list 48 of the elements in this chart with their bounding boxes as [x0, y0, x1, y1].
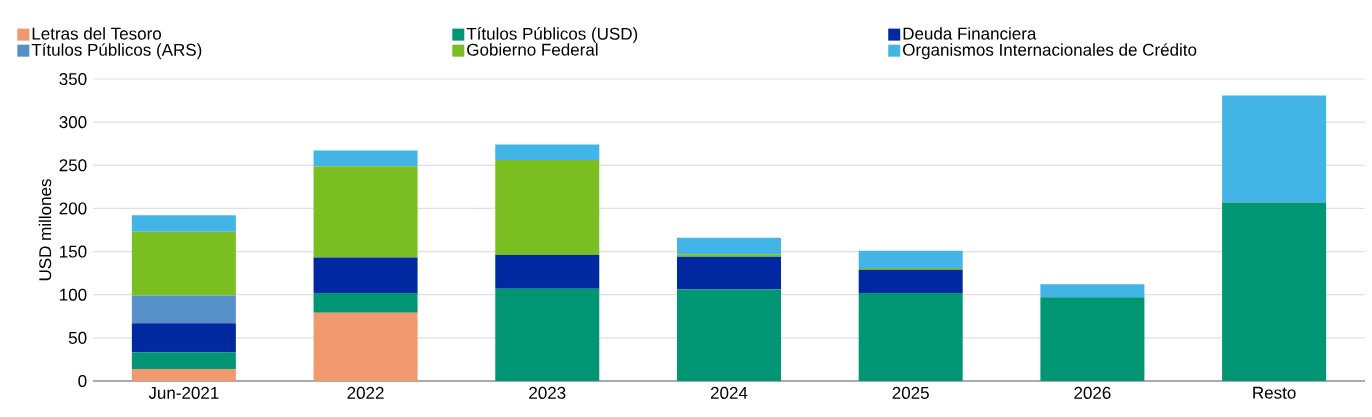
x-tick-label: 2026: [1074, 386, 1111, 399]
bar: [313, 312, 418, 381]
y-tick-label: 300: [59, 116, 87, 129]
bar: [495, 288, 600, 381]
x-tick-label: Resto: [1253, 386, 1296, 399]
bar: [131, 295, 236, 324]
bar: [1040, 297, 1145, 381]
y-axis-title: USD millones: [38, 179, 52, 281]
x-tick-label: 2024: [710, 386, 748, 399]
y-tick-label: 0: [78, 374, 87, 388]
bar: [495, 255, 600, 289]
bar: [313, 150, 418, 167]
y-tick-label: 350: [59, 72, 87, 86]
bar: [858, 250, 963, 268]
bar: [676, 254, 781, 257]
bar: [313, 257, 418, 293]
y-tick-label: 150: [60, 245, 87, 258]
bar: [131, 352, 236, 369]
bar: [676, 256, 781, 290]
bar: [495, 144, 600, 161]
y-tick-label: 100: [60, 288, 87, 301]
bar: [1222, 95, 1327, 203]
bar: [313, 292, 418, 313]
bar: [676, 237, 781, 255]
bar: [131, 231, 236, 296]
bar: [858, 269, 963, 293]
bar: [495, 160, 600, 256]
y-tick-label: 50: [68, 331, 87, 344]
legend-label: Títulos Públicos (USD): [466, 27, 638, 44]
bar: [131, 323, 236, 353]
y-tick-label: 200: [59, 202, 87, 215]
bar: [313, 166, 418, 258]
x-tick-label: Jun-2021: [148, 386, 219, 399]
legend-label: Deuda Financiera: [903, 27, 1037, 40]
bar: [1040, 284, 1145, 298]
legend-label: Letras del Tesoro: [32, 27, 161, 40]
y-tick-label: 250: [59, 159, 87, 172]
bar: [858, 292, 963, 381]
x-tick-label: 2022: [347, 386, 384, 399]
bar: [131, 368, 236, 381]
legend-label: Títulos Públicos (ARS): [31, 43, 202, 60]
x-tick-label: 2025: [892, 386, 929, 399]
bar: [676, 289, 781, 381]
x-tick-label: 2023: [529, 386, 566, 399]
bar: [131, 215, 236, 232]
legend-label: Organismos Internacionales de Crédito: [903, 43, 1197, 60]
bar: [1222, 202, 1327, 381]
legend-label: Gobierno Federal: [467, 43, 598, 56]
